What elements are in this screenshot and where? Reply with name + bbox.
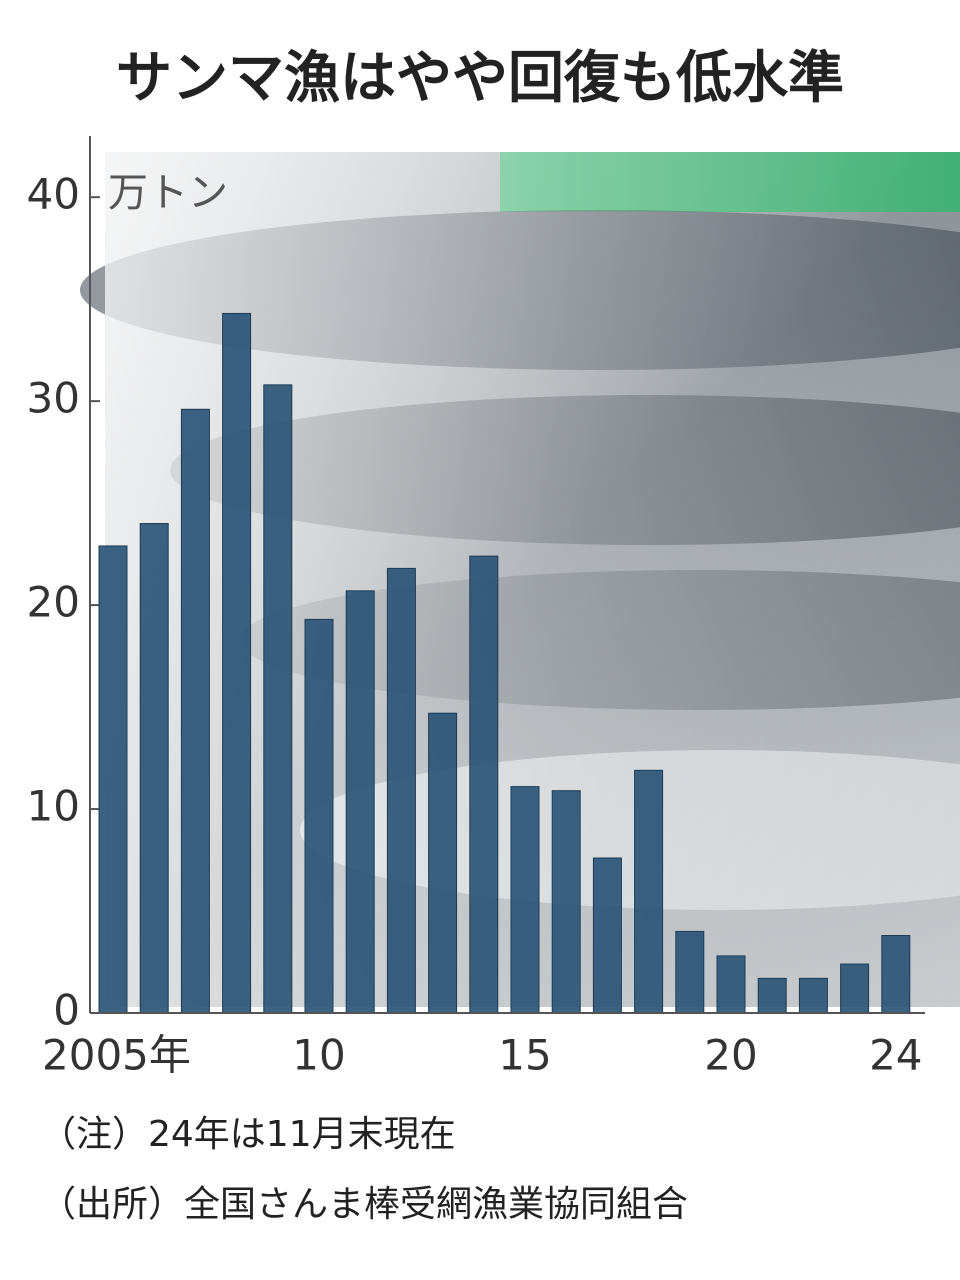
bar bbox=[386, 567, 416, 1014]
bar bbox=[469, 555, 499, 1014]
bar bbox=[716, 955, 746, 1014]
bar bbox=[881, 934, 911, 1014]
note: （出所）全国さんま棒受網漁業協同組合 bbox=[40, 1184, 688, 1225]
x-tick-label: 20 bbox=[704, 1031, 757, 1080]
unit-label: 万トン bbox=[108, 170, 228, 216]
bar bbox=[551, 790, 581, 1014]
x-tick-label: 10 bbox=[292, 1031, 345, 1080]
y-tick-label: 30 bbox=[27, 374, 80, 423]
x-tick-label: 24 bbox=[869, 1031, 922, 1080]
bar bbox=[757, 977, 787, 1014]
bar bbox=[840, 963, 870, 1014]
bar bbox=[222, 312, 252, 1014]
bar bbox=[345, 590, 375, 1014]
bar bbox=[98, 545, 128, 1014]
bar bbox=[798, 977, 828, 1014]
bar bbox=[304, 618, 334, 1014]
bar bbox=[634, 769, 664, 1014]
y-tick-label: 40 bbox=[27, 170, 80, 219]
bar bbox=[180, 408, 210, 1014]
y-tick-label: 0 bbox=[53, 986, 80, 1035]
x-tick-label: 2005年 bbox=[42, 1031, 191, 1080]
note: （注）24年は11月末現在 bbox=[40, 1114, 456, 1155]
bar bbox=[428, 712, 458, 1014]
bar bbox=[592, 857, 622, 1014]
bar bbox=[510, 786, 540, 1014]
bar bbox=[139, 523, 169, 1014]
chart-title: サンマ漁はやや回復も低水準 bbox=[116, 46, 844, 111]
bar bbox=[263, 384, 293, 1014]
bar bbox=[675, 930, 705, 1014]
y-tick-label: 20 bbox=[27, 578, 80, 627]
x-tick-label: 15 bbox=[498, 1031, 551, 1080]
y-tick-label: 10 bbox=[27, 782, 80, 831]
